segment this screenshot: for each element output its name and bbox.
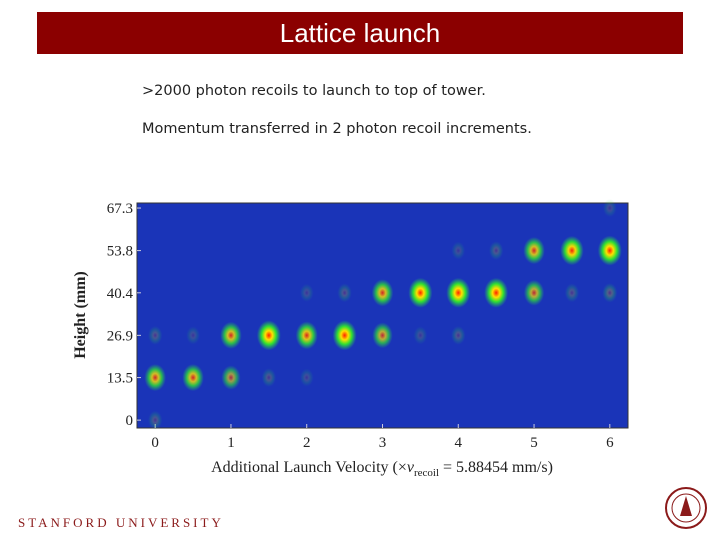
- cloud: [147, 325, 163, 345]
- cloud: [451, 241, 466, 260]
- x-label-part: v: [407, 459, 415, 476]
- seal: [665, 487, 707, 529]
- cloud: [560, 235, 584, 266]
- y-tick-label: 67.3: [107, 201, 133, 217]
- chart: Height (mm) Additional Launch Velocity (…: [72, 198, 629, 479]
- cloud: [602, 198, 617, 218]
- cloud: [523, 279, 545, 306]
- cloud: [299, 368, 314, 387]
- cloud: [371, 279, 394, 307]
- cloud: [446, 277, 471, 308]
- x-tick-label: 2: [303, 435, 311, 451]
- cloud: [337, 283, 352, 303]
- cloud: [564, 283, 580, 303]
- cloud: [488, 241, 504, 260]
- body-line: >2000 photon recoils to launch to top of…: [142, 83, 486, 99]
- cloud: [186, 326, 200, 345]
- y-tick-label: 0: [126, 413, 134, 429]
- cloud: [144, 363, 166, 392]
- x-tick-label: 1: [227, 435, 235, 451]
- x-tick-label: 6: [606, 435, 614, 451]
- x-label-part: Additional Launch Velocity (×: [211, 459, 407, 476]
- y-tick-label: 53.8: [107, 244, 133, 260]
- cloud: [147, 410, 163, 430]
- cloud: [332, 320, 357, 351]
- cloud: [408, 277, 433, 308]
- x-tick-label: 3: [379, 435, 387, 451]
- cloud: [261, 368, 277, 387]
- x-axis-label: Additional Launch Velocity (×vrecoil = 5…: [211, 459, 553, 479]
- cloud: [451, 325, 466, 345]
- cloud: [602, 283, 618, 303]
- x-label-part: recoil: [414, 467, 439, 479]
- y-tick-label: 26.9: [107, 328, 133, 344]
- x-tick-label: 5: [530, 435, 538, 451]
- x-label-part: = 5.88454 mm/s): [439, 459, 553, 476]
- y-tick-label: 40.4: [107, 286, 134, 302]
- cloud: [221, 365, 241, 390]
- y-axis-label: Height (mm): [72, 271, 89, 359]
- cloud: [372, 322, 393, 349]
- cloud: [523, 236, 545, 265]
- cloud: [220, 321, 242, 349]
- cloud: [182, 363, 204, 392]
- plot-background: [136, 202, 629, 429]
- x-tick-label: 0: [151, 435, 159, 451]
- footer: STANFORD UNIVERSITY: [18, 515, 224, 530]
- x-tick-label: 4: [455, 435, 463, 451]
- title-bar: Lattice launch: [37, 12, 683, 54]
- cloud: [256, 320, 281, 351]
- y-tick-label: 13.5: [107, 371, 133, 387]
- cloud: [295, 321, 318, 350]
- body-line: Momentum transferred in 2 photon recoil …: [142, 121, 532, 137]
- cloud: [484, 277, 509, 308]
- cloud: [413, 326, 428, 345]
- cloud: [597, 235, 622, 266]
- cloud: [299, 283, 314, 302]
